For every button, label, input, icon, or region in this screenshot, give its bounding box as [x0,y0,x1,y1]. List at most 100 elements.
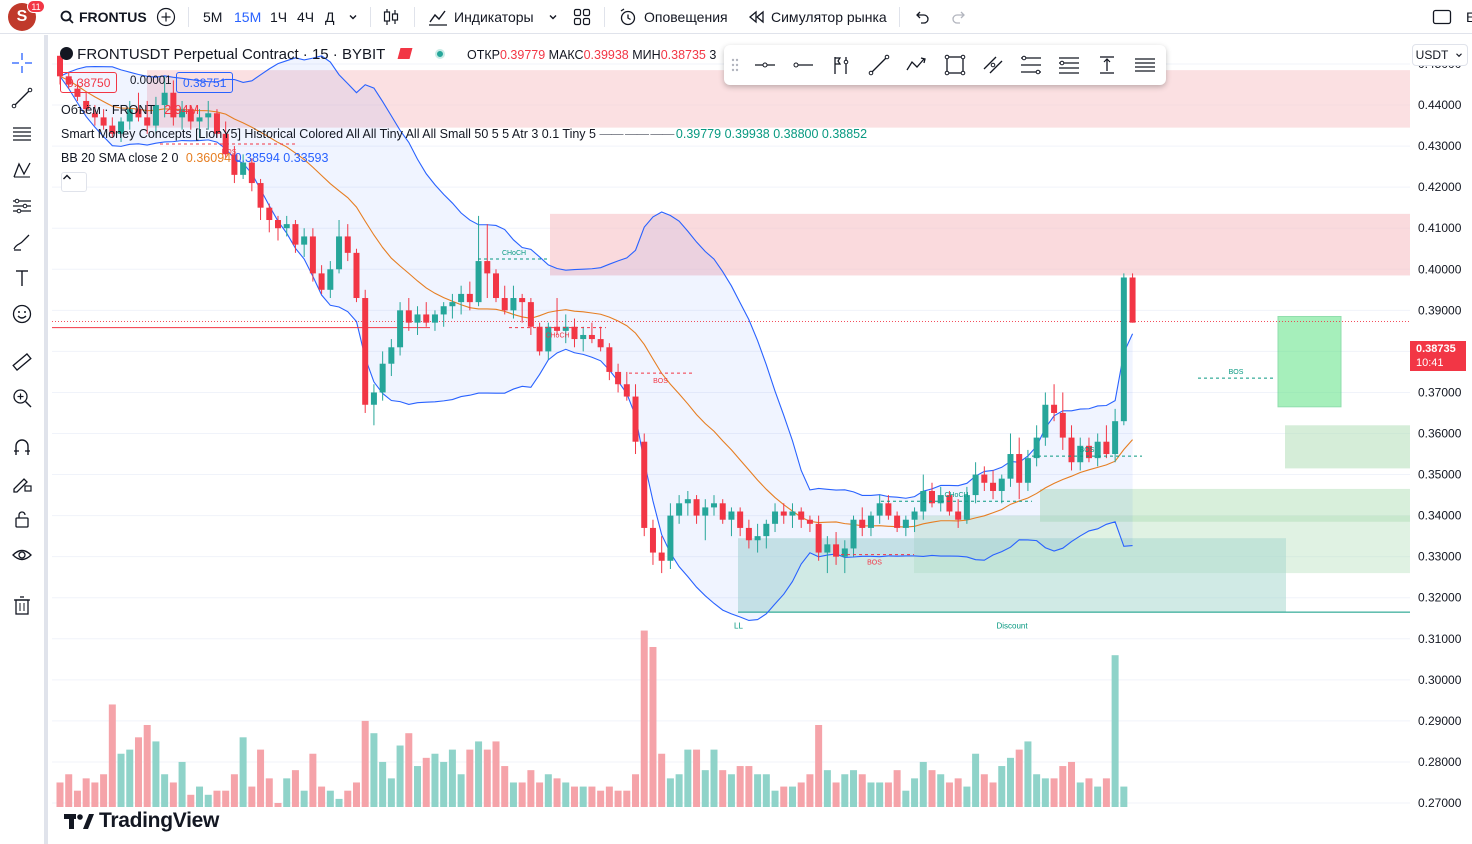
candle [1094,433,1101,467]
price-tick-label: 0.37000 [1418,385,1462,399]
remove-drawings-tool[interactable] [8,591,36,619]
volume-bar [1085,778,1093,807]
fib-extension-button[interactable] [1050,50,1088,80]
channel-button[interactable] [974,50,1012,80]
symbol-search-button[interactable]: FRONTUS [60,0,147,34]
candle-body [798,511,805,520]
bb-lower-value: 0.33593 [283,151,329,165]
collapse-legend-button[interactable] [61,172,87,192]
undo-button[interactable] [913,0,931,34]
rectangle-button[interactable] [936,50,974,80]
interval-5m[interactable]: 5M [203,9,223,25]
brush-tool[interactable] [8,228,36,256]
volume-bar [326,790,334,807]
candle-body [493,273,499,299]
candle [641,433,648,537]
candle-body [1059,412,1066,438]
fib-retracement-button[interactable] [1012,50,1050,80]
smc-label: Smart Money Concepts [LionY5] Historical… [61,127,596,141]
candle-body [885,503,892,516]
indicators-dropdown[interactable] [547,0,559,34]
candle-body [423,314,430,323]
volume-bar [65,774,73,807]
tradingview-logo[interactable]: TradingView [64,809,219,833]
interval-1h[interactable]: 1Ч [270,9,288,25]
zoom-tool[interactable] [8,384,36,412]
text-tool[interactable] [8,264,36,292]
volume-bar [858,774,866,807]
candle [902,515,909,537]
long-position-button[interactable] [822,50,860,80]
chart-area[interactable]: 0.450000.440000.430000.420000.410000.400… [52,40,1472,844]
volume-bar [649,646,657,807]
chevron-up-icon [63,174,71,180]
high-value: 0.39938 [583,48,629,62]
candle-body [449,302,456,307]
hide-drawings-tool[interactable] [8,541,36,569]
replay-button[interactable]: Симулятор рынка [748,0,887,34]
volume-bar [597,790,605,807]
trend-line-button[interactable] [860,50,898,80]
redo-button[interactable] [950,0,968,34]
candle [772,503,779,533]
lines-icon [13,127,31,141]
volume-bar [204,794,212,807]
candle-body [754,536,761,541]
interval-15m[interactable]: 15M [234,9,262,25]
compare-symbol-button[interactable] [156,0,176,34]
volume-bar [710,749,718,807]
price-chart[interactable]: 0.450000.440000.430000.420000.410000.400… [52,40,1472,844]
path-button[interactable] [898,50,936,80]
horizontal-lines-tool[interactable] [8,120,36,148]
candle-body [859,519,866,528]
measure-tool[interactable] [8,348,36,376]
magnet-tool[interactable] [8,433,36,461]
lock-drawings-tool[interactable] [8,505,36,533]
chart-type-button[interactable] [382,0,400,34]
structure-label: BOS [1080,447,1095,454]
smc-legend: Smart Money Concepts [LionY5] Historical… [61,127,868,141]
top-toolbar: S 11 FRONTUS 5M 15M 1Ч 4Ч Д Индикаторы О… [0,0,1472,34]
price-range-button[interactable] [1088,50,1126,80]
buy-price-button[interactable]: 0.38751 [176,72,234,93]
smc-value-3: 0.38800 [773,127,819,141]
fullscreen-button[interactable] [1432,0,1452,34]
currency-selector[interactable]: USDT [1412,44,1468,66]
candle [876,495,883,524]
volume-bar [658,753,666,807]
stay-in-drawing-mode-tool[interactable] [8,469,36,497]
candle [205,100,212,130]
sell-price-button[interactable]: 0.38750 [60,72,118,93]
interval-4h[interactable]: 4Ч [297,9,315,25]
layouts-button[interactable] [573,0,591,34]
prediction-tool[interactable] [8,192,36,220]
candle [283,215,290,237]
interval-1d[interactable]: Д [325,9,335,25]
horizontal-ray-button[interactable] [784,50,822,80]
candle [798,507,805,528]
indicators-button[interactable]: Индикаторы [428,0,534,34]
candle-body [667,515,674,561]
candle-body [833,544,840,557]
candle [606,343,613,381]
emoji-tool[interactable] [8,300,36,328]
notification-badge: 11 [27,0,45,13]
volume-bar [998,766,1006,807]
drag-handle[interactable] [724,50,746,80]
trash-icon [14,596,30,615]
candle [1059,392,1066,450]
candle-body [118,121,125,134]
pattern-tool[interactable] [8,156,36,184]
crosshair-tool[interactable] [8,49,36,77]
alerts-button[interactable]: Оповещения [618,0,728,34]
candle [1016,437,1023,500]
symbol-title[interactable]: FRONTUSDT Perpetual Contract · 15 · BYBI… [77,46,386,63]
horizontal-line-button[interactable] [746,50,784,80]
high-label: МАКС [548,48,584,62]
candle-body [623,384,630,397]
interval-dropdown[interactable] [347,0,359,34]
candle-body [1068,437,1075,463]
more-lines-button[interactable] [1126,50,1164,80]
volume-bar [928,770,936,807]
trend-line-tool[interactable] [8,84,36,112]
